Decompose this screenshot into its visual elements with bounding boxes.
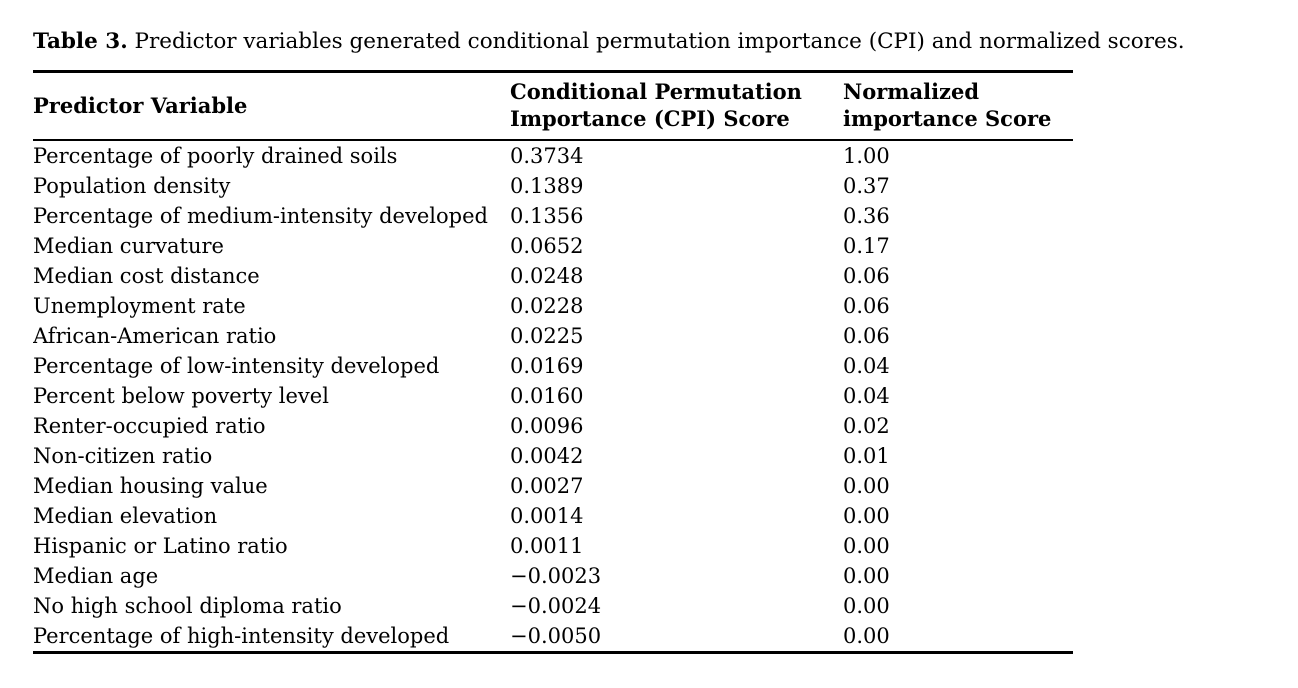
cell-variable: Median elevation: [33, 504, 218, 528]
table-row: No high school diploma ratio −0.0024 0.0…: [33, 591, 1073, 621]
cell-variable: Median cost distance: [33, 264, 260, 288]
cpi-table: Predictor Variable Conditional Permutati…: [33, 70, 1073, 654]
table-row: Renter-occupied ratio 0.0096 0.02: [33, 411, 1073, 441]
cell-cpi-score: 0.0160: [510, 384, 584, 408]
cell-cpi-score: 0.0042: [510, 444, 584, 468]
table-row: Median curvature 0.0652 0.17: [33, 231, 1073, 261]
cell-variable: Median curvature: [33, 234, 224, 258]
cell-normalized-score: 0.02: [843, 414, 890, 438]
cell-normalized-score: 0.04: [843, 354, 890, 378]
header-row: Predictor Variable Conditional Permutati…: [33, 71, 1073, 141]
table-row: Percentage of poorly drained soils 0.373…: [33, 140, 1073, 171]
table-body: Percentage of poorly drained soils 0.373…: [33, 140, 1073, 653]
cell-variable: Renter-occupied ratio: [33, 414, 266, 438]
cell-variable: African-American ratio: [33, 324, 277, 348]
cell-normalized-score: 0.06: [843, 294, 890, 318]
cell-normalized-score: 0.00: [843, 624, 890, 648]
header-label-line2: Importance (CPI) Score: [510, 106, 790, 131]
cell-cpi-score: 0.0014: [510, 504, 584, 528]
table-row: African-American ratio 0.0225 0.06: [33, 321, 1073, 351]
cell-normalized-score: 0.00: [843, 474, 890, 498]
table-row: Population density 0.1389 0.37: [33, 171, 1073, 201]
cell-variable: Median age: [33, 564, 159, 588]
cell-normalized-score: 0.04: [843, 384, 890, 408]
table-row: Percent below poverty level 0.0160 0.04: [33, 381, 1073, 411]
cell-cpi-score: 0.1389: [510, 174, 584, 198]
cell-variable: Percentage of low-intensity developed: [33, 354, 440, 378]
cell-normalized-score: 0.06: [843, 264, 890, 288]
cell-normalized-score: 0.00: [843, 504, 890, 528]
caption-label: Table 3.: [33, 29, 128, 54]
table-row: Hispanic or Latino ratio 0.0011 0.00: [33, 531, 1073, 561]
cell-normalized-score: 0.36: [843, 204, 890, 228]
cell-variable: Percentage of medium-intensity developed: [33, 204, 488, 228]
cell-cpi-score: −0.0023: [510, 564, 602, 588]
cell-normalized-score: 0.00: [843, 534, 890, 558]
column-header-predictor-variable: Predictor Variable: [33, 72, 510, 141]
cell-cpi-score: 0.1356: [510, 204, 584, 228]
table-caption: Table 3. Predictor variables generated c…: [33, 27, 1278, 57]
cell-variable: Unemployment rate: [33, 294, 246, 318]
cell-normalized-score: 0.00: [843, 564, 890, 588]
header-label-line1: Conditional Permutation: [510, 79, 802, 104]
table-row: Median age −0.0023 0.00: [33, 561, 1073, 591]
table-row: Median cost distance 0.0248 0.06: [33, 261, 1073, 291]
cell-normalized-score: 0.01: [843, 444, 890, 468]
cell-cpi-score: −0.0050: [510, 624, 602, 648]
paper-page: Table 3. Predictor variables generated c…: [33, 27, 1278, 654]
table-row: Median elevation 0.0014 0.00: [33, 501, 1073, 531]
table-row: Non-citizen ratio 0.0042 0.01: [33, 441, 1073, 471]
cell-cpi-score: 0.0225: [510, 324, 584, 348]
table-row: Percentage of low-intensity developed 0.…: [33, 351, 1073, 381]
table-row: Median housing value 0.0027 0.00: [33, 471, 1073, 501]
cell-cpi-score: 0.0169: [510, 354, 584, 378]
header-label-line1: Normalized: [843, 79, 980, 104]
cell-cpi-score: 0.0096: [510, 414, 584, 438]
header-label: Predictor Variable: [33, 92, 248, 118]
cell-variable: Non-citizen ratio: [33, 444, 213, 468]
cell-cpi-score: 0.0027: [510, 474, 584, 498]
header-label-line2: importance Score: [843, 106, 1052, 131]
cell-normalized-score: 0.37: [843, 174, 890, 198]
cell-cpi-score: 0.0248: [510, 264, 584, 288]
table-row: Percentage of high-intensity developed −…: [33, 621, 1073, 653]
cell-variable: Percentage of high-intensity developed: [33, 624, 450, 648]
cell-variable: Population density: [33, 174, 231, 198]
table-header: Predictor Variable Conditional Permutati…: [33, 71, 1073, 141]
cell-normalized-score: 0.06: [843, 324, 890, 348]
cell-variable: Percentage of poorly drained soils: [33, 144, 398, 168]
cell-cpi-score: 0.0011: [510, 534, 584, 558]
cell-normalized-score: 0.17: [843, 234, 890, 258]
cell-normalized-score: 0.00: [843, 594, 890, 618]
table-row: Unemployment rate 0.0228 0.06: [33, 291, 1073, 321]
cell-cpi-score: −0.0024: [510, 594, 602, 618]
cell-variable: Median housing value: [33, 474, 268, 498]
table-row: Percentage of medium-intensity developed…: [33, 201, 1073, 231]
column-header-normalized-score: Normalized importance Score: [843, 72, 1073, 141]
cell-variable: Hispanic or Latino ratio: [33, 534, 288, 558]
cell-cpi-score: 0.3734: [510, 144, 584, 168]
cell-variable: No high school diploma ratio: [33, 594, 342, 618]
column-header-cpi-score: Conditional Permutation Importance (CPI) …: [510, 72, 843, 141]
caption-text: Predictor variables generated conditiona…: [134, 29, 1185, 54]
cell-variable: Percent below poverty level: [33, 384, 329, 408]
cell-cpi-score: 0.0228: [510, 294, 584, 318]
cell-cpi-score: 0.0652: [510, 234, 584, 258]
cell-normalized-score: 1.00: [843, 144, 890, 168]
